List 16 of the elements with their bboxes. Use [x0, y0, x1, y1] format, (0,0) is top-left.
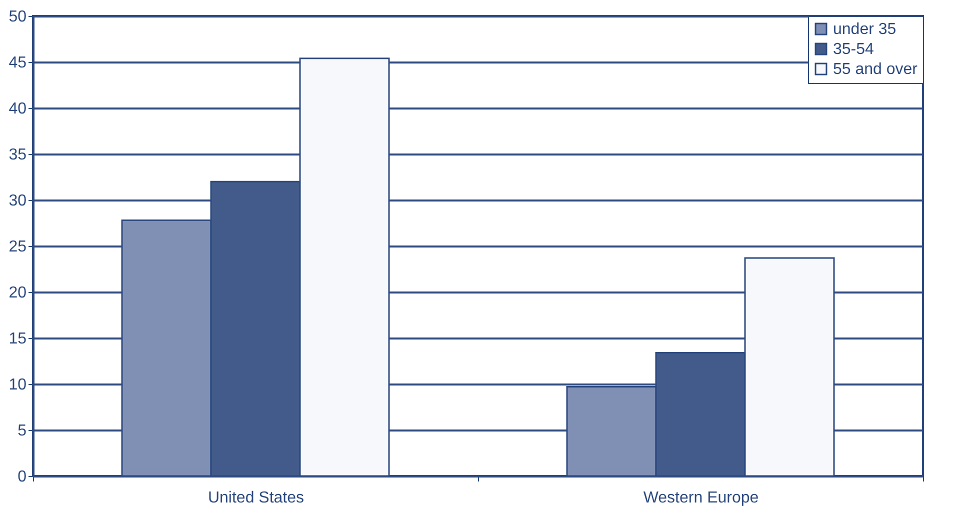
- y-tick-label: 25: [8, 238, 27, 256]
- x-tick-label: United States: [208, 490, 304, 506]
- y-tick-label: 0: [18, 468, 27, 486]
- y-tick-label: 15: [8, 330, 27, 348]
- y-tick-label: 40: [8, 100, 27, 118]
- y-tick-label: 50: [8, 8, 27, 26]
- y-tick-label: 20: [8, 284, 27, 302]
- y-tick-label: 5: [18, 422, 27, 440]
- y-tick-label: 10: [8, 376, 27, 394]
- y-tick-label: 35: [8, 146, 27, 164]
- legend-label: under 35: [833, 21, 896, 38]
- legend-label: 35-54: [833, 41, 874, 58]
- legend-label: 55 and over: [833, 61, 918, 78]
- x-tick-label: Western Europe: [643, 490, 759, 506]
- y-tick-label: 45: [8, 54, 27, 72]
- y-tick-label: 30: [8, 192, 27, 210]
